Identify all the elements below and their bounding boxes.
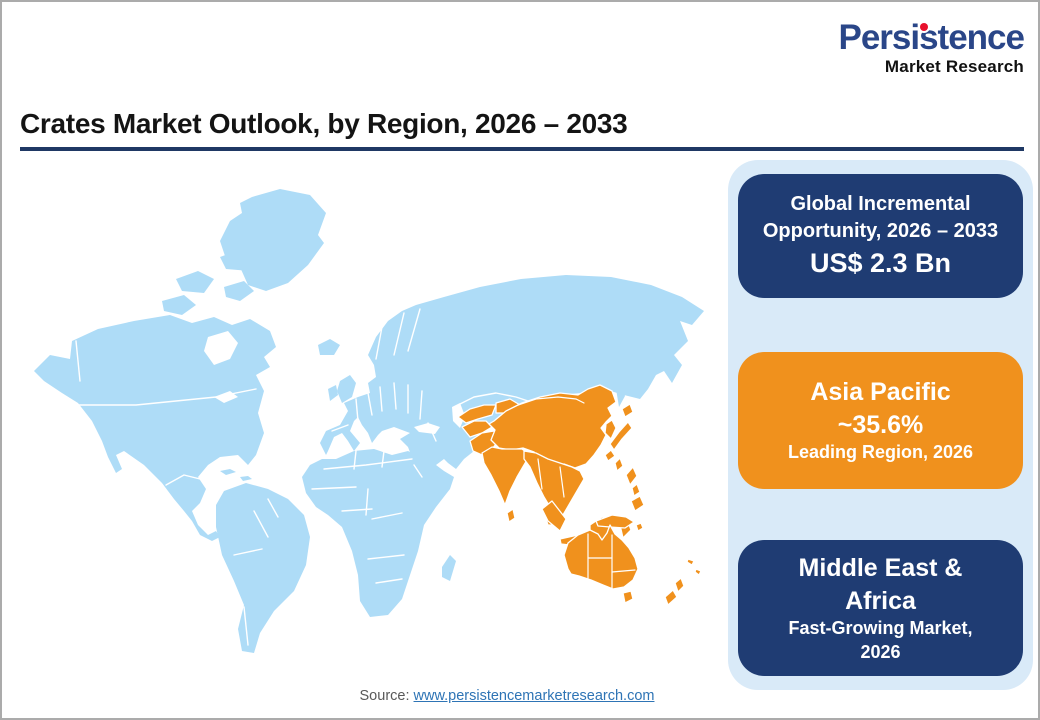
africa-border — [367, 554, 405, 560]
horn-of-africa-border — [413, 464, 423, 478]
world-map — [16, 158, 722, 680]
india — [481, 446, 531, 506]
world-map-svg — [34, 189, 704, 653]
card-middle-east-africa-caption: Fast-Growing Market, 2026 — [788, 618, 973, 662]
south-america — [216, 483, 310, 653]
africa — [302, 449, 450, 617]
card-asia-pacific-caption: Leading Region, 2026 — [787, 442, 974, 463]
scandinavia-border — [375, 326, 383, 360]
alaska-canada-border — [75, 340, 81, 382]
eurasia — [320, 275, 704, 501]
region-asia-pacific-highlight — [457, 384, 702, 606]
russia-kazakhstan-border — [453, 392, 529, 408]
black-sea — [414, 423, 440, 434]
iceland — [318, 339, 340, 355]
turkmenistan-uzbekistan — [457, 404, 497, 424]
card-global-opportunity: Global Incremental Opportunity, 2026 – 2… — [738, 174, 1023, 298]
sumatra — [541, 500, 567, 532]
south-america-border — [243, 606, 249, 646]
korea — [604, 419, 617, 440]
thailand-vietnam-border — [559, 466, 565, 498]
source-link[interactable]: www.persistencemarketresearch.com — [413, 688, 655, 704]
page-title: Crates Market Outlook, by Region, 2026 –… — [20, 108, 628, 139]
solomon-islands — [686, 558, 695, 566]
africa-border — [365, 488, 369, 516]
new-guinea — [595, 514, 635, 529]
philippines-visayas — [631, 483, 641, 497]
caribbean-island — [240, 476, 252, 481]
brand-logo: Persistence Market Research — [838, 18, 1025, 77]
australia-state-border — [611, 569, 636, 573]
region-americas — [34, 189, 326, 653]
brand-name: Persistence — [838, 18, 1025, 57]
africa-border — [371, 512, 403, 520]
arctic-island — [162, 295, 196, 315]
philippines-luzon — [625, 466, 638, 486]
europe-border — [355, 398, 359, 422]
us-canada-border — [41, 388, 257, 406]
south-america-border — [267, 498, 279, 518]
country-borders — [41, 308, 529, 646]
japan-hokkaido — [621, 403, 634, 418]
scandinavia-border — [393, 312, 405, 356]
north-america — [34, 315, 276, 541]
south-america-border — [233, 548, 263, 556]
card-global-opportunity-title: Global Incremental Opportunity, 2026 – 2… — [762, 192, 999, 242]
united-kingdom — [337, 375, 356, 403]
africa-border — [375, 578, 403, 584]
africa-border — [353, 450, 357, 470]
card-middle-east-africa-title: Middle East & Africa — [798, 554, 963, 615]
japan-kyushu — [604, 449, 616, 462]
myanmar-thailand-border — [537, 458, 543, 490]
region-europe-africa-asia — [302, 275, 704, 617]
europe-border — [331, 424, 349, 432]
card-middle-east-africa: Middle East & Africa Fast-Growing Market… — [738, 540, 1023, 676]
hudson-bay — [204, 331, 238, 365]
africa-border — [341, 508, 373, 512]
philippines-mindanao — [630, 495, 645, 512]
tasmania — [622, 590, 634, 604]
europe-border — [367, 392, 373, 416]
card-global-opportunity-value: US$ 2.3 Bn — [809, 247, 952, 278]
sakhalin — [616, 380, 625, 407]
logo-red-dot-icon — [920, 23, 928, 31]
card-asia-pacific-value: ~35.6% — [837, 410, 924, 439]
source-line: Source: www.persistencemarketresearch.co… — [257, 688, 757, 704]
new-zealand-south — [664, 589, 678, 606]
europe-border — [419, 390, 423, 420]
madagascar — [442, 555, 456, 581]
mongolia-china-border — [517, 396, 585, 406]
japan-honshu — [609, 421, 633, 451]
arctic-island — [220, 249, 258, 271]
sri-lanka — [506, 508, 516, 523]
card-asia-pacific: Asia Pacific ~35.6% Leading Region, 2026 — [738, 352, 1023, 489]
europe-border — [393, 382, 397, 410]
africa-border — [381, 450, 385, 468]
brand-subtitle: Market Research — [884, 57, 1024, 76]
card-asia-pacific-title: Asia Pacific — [810, 378, 951, 407]
source-label: Source: — [359, 688, 414, 704]
africa-border — [323, 458, 413, 470]
south-america-border — [253, 510, 269, 538]
europe-border — [379, 386, 383, 412]
australia — [563, 524, 639, 590]
scandinavia-border — [407, 308, 421, 352]
caucasus-border — [427, 422, 437, 442]
greenland — [220, 189, 326, 291]
caspian-sea — [452, 403, 465, 428]
moluccas — [635, 522, 644, 532]
ireland — [328, 385, 338, 401]
title-underline — [20, 147, 1024, 151]
africa-border — [311, 486, 357, 490]
stats-panel: Global Incremental Opportunity, 2026 – 2… — [728, 160, 1033, 690]
new-zealand-north — [674, 577, 685, 593]
arctic-island — [176, 271, 214, 293]
caribbean-island — [220, 469, 236, 475]
arctic-island — [224, 281, 254, 301]
taiwan — [614, 457, 624, 472]
fiji-islands — [694, 568, 702, 576]
us-mexico-border — [165, 474, 201, 486]
